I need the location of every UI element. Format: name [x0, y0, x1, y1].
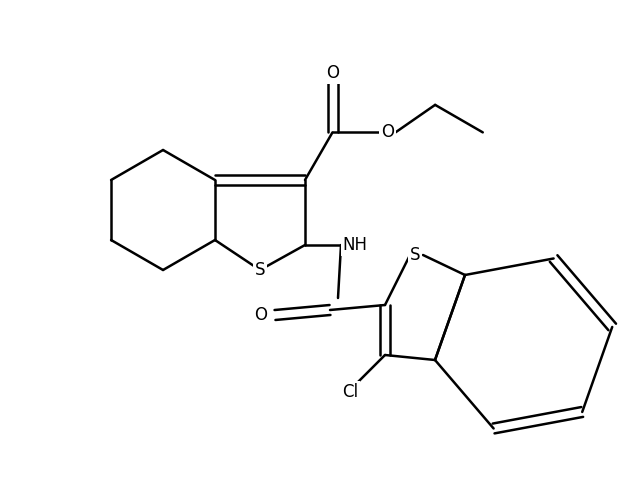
Text: NH: NH [342, 236, 367, 254]
Text: O: O [255, 306, 268, 324]
Text: Cl: Cl [342, 383, 358, 401]
Text: S: S [255, 261, 265, 279]
Text: O: O [326, 64, 339, 82]
Text: O: O [381, 123, 394, 142]
Text: S: S [410, 246, 420, 264]
